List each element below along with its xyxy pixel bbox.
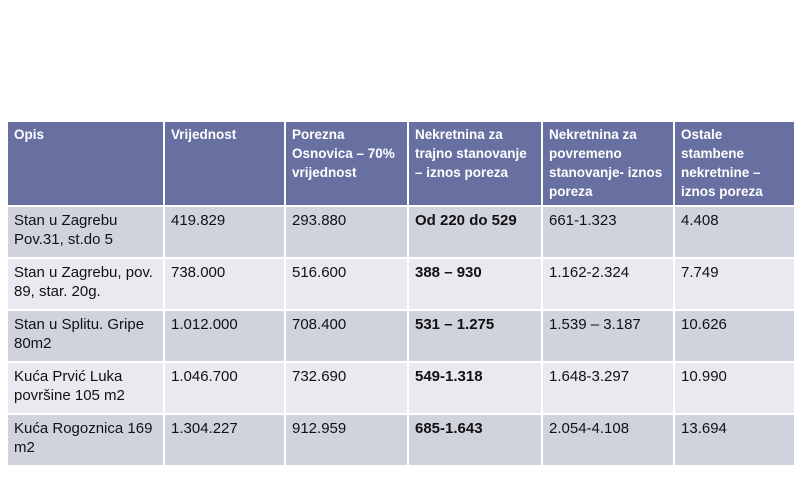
cell-ostale-nekretnine: 4.408: [673, 205, 796, 259]
cell-povremeno-stanovanje: 1.648-3.297: [541, 361, 675, 415]
header-ostale-nekretnine: Ostale stambene nekretnine – iznos porez…: [673, 120, 796, 207]
cell-vrijednost: 1.304.227: [163, 413, 286, 467]
table-row: Stan u Zagrebu, pov. 89, star. 20g. 738.0…: [6, 257, 796, 311]
cell-porezna-osnovica: 708.400: [284, 309, 409, 363]
header-opis: Opis: [6, 120, 165, 207]
property-tax-table: Opis Vrijednost Porezna Osnovica – 70% v…: [6, 120, 796, 467]
cell-opis: Kuća Rogoznica 169 m2: [6, 413, 165, 467]
cell-trajno-stanovanje: 685-1.643: [407, 413, 543, 467]
cell-vrijednost: 1.012.000: [163, 309, 286, 363]
cell-opis: Stan u Zagrebu, pov. 89, star. 20g.: [6, 257, 165, 311]
cell-opis: Stan u Zagrebu Pov.31, st.do 5: [6, 205, 165, 259]
table-row: Kuća Prvić Luka površine 105 m2 1.046.700…: [6, 361, 796, 415]
cell-porezna-osnovica: 293.880: [284, 205, 409, 259]
cell-povremeno-stanovanje: 2.054-4.108: [541, 413, 675, 467]
table-row: Kuća Rogoznica 169 m2 1.304.227 912.959 685…: [6, 413, 796, 467]
header-vrijednost: Vrijednost: [163, 120, 286, 207]
cell-trajno-stanovanje: 549-1.318: [407, 361, 543, 415]
cell-trajno-stanovanje: Od 220 do 529: [407, 205, 543, 259]
cell-trajno-stanovanje: 388 – 930: [407, 257, 543, 311]
cell-opis: Stan u Splitu. Gripe 80m2: [6, 309, 165, 363]
cell-povremeno-stanovanje: 661-1.323: [541, 205, 675, 259]
cell-porezna-osnovica: 732.690: [284, 361, 409, 415]
cell-povremeno-stanovanje: 1.162-2.324: [541, 257, 675, 311]
header-porezna-osnovica: Porezna Osnovica – 70% vrijednost: [284, 120, 409, 207]
cell-ostale-nekretnine: 10.990: [673, 361, 796, 415]
header-trajno-stanovanje: Nekretnina za trajno stanovanje – iznos …: [407, 120, 543, 207]
cell-vrijednost: 419.829: [163, 205, 286, 259]
cell-trajno-stanovanje: 531 – 1.275: [407, 309, 543, 363]
table-row: Stan u Zagrebu Pov.31, st.do 5 419.829 293…: [6, 205, 796, 259]
cell-ostale-nekretnine: 13.694: [673, 413, 796, 467]
cell-opis: Kuća Prvić Luka površine 105 m2: [6, 361, 165, 415]
header-povremeno-stanovanje: Nekretnina za povremeno stanovanje- izno…: [541, 120, 675, 207]
table-row: Stan u Splitu. Gripe 80m2 1.012.000 708.40…: [6, 309, 796, 363]
cell-vrijednost: 1.046.700: [163, 361, 286, 415]
cell-ostale-nekretnine: 7.749: [673, 257, 796, 311]
header-row: Opis Vrijednost Porezna Osnovica – 70% v…: [6, 120, 796, 207]
cell-povremeno-stanovanje: 1.539 – 3.187: [541, 309, 675, 363]
cell-vrijednost: 738.000: [163, 257, 286, 311]
cell-ostale-nekretnine: 10.626: [673, 309, 796, 363]
cell-porezna-osnovica: 912.959: [284, 413, 409, 467]
cell-porezna-osnovica: 516.600: [284, 257, 409, 311]
